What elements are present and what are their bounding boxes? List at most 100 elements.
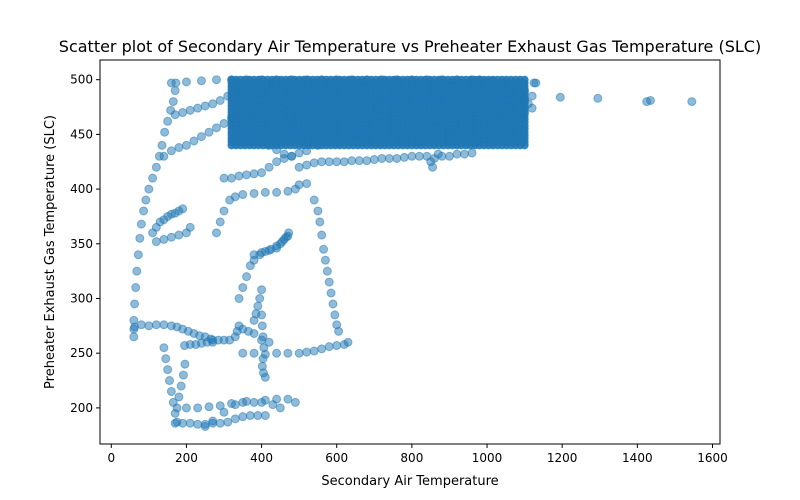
data-point (223, 91, 233, 101)
data-point (193, 103, 203, 113)
chart-title: Scatter plot of Secondary Air Temperatur… (59, 37, 761, 56)
y-tick-label: 250 (70, 346, 93, 360)
data-point (161, 354, 171, 364)
data-point (257, 397, 267, 407)
data-point (258, 354, 268, 364)
data-point (317, 230, 327, 240)
data-point (388, 133, 398, 143)
data-point (497, 78, 507, 88)
data-point (452, 75, 462, 85)
data-point (313, 140, 323, 150)
data-point (189, 136, 199, 146)
data-point (180, 359, 190, 369)
data-point (227, 113, 237, 123)
data-point (139, 206, 149, 216)
data-point (488, 76, 498, 86)
data-point (172, 403, 182, 413)
data-point (324, 157, 334, 167)
data-point (234, 171, 244, 181)
data-point (178, 418, 188, 428)
data-point (193, 419, 203, 429)
data-point (324, 342, 334, 352)
data-point (475, 75, 485, 85)
data-point (211, 228, 221, 238)
data-point (178, 108, 188, 118)
data-point (264, 140, 274, 150)
data-point (230, 192, 240, 202)
data-point (257, 285, 267, 295)
data-point (257, 168, 267, 178)
data-point (520, 97, 530, 107)
data-point (317, 344, 327, 354)
data-point (200, 422, 210, 431)
data-point (467, 148, 477, 158)
data-point (249, 169, 259, 179)
data-point (330, 310, 340, 320)
data-point (294, 180, 304, 190)
data-point (260, 372, 270, 382)
data-point (377, 153, 387, 163)
data-point (343, 337, 353, 347)
data-point (227, 75, 237, 85)
data-point (130, 299, 140, 309)
data-point (238, 83, 248, 93)
data-point (272, 187, 282, 197)
data-point (497, 121, 507, 131)
data-point (272, 145, 282, 155)
data-point (133, 250, 143, 260)
data-point (426, 123, 436, 133)
data-point (555, 92, 565, 102)
points-layer (129, 75, 697, 431)
data-point (215, 401, 225, 411)
data-point (151, 237, 161, 247)
data-point (290, 397, 300, 407)
data-point (230, 88, 240, 98)
data-point (129, 332, 139, 342)
data-point (253, 411, 263, 421)
data-point (165, 376, 175, 386)
data-point (159, 343, 169, 353)
data-point (174, 143, 184, 153)
data-point (283, 394, 293, 404)
y-tick-label: 500 (70, 73, 93, 87)
dense-point (520, 75, 529, 84)
data-point (170, 110, 180, 120)
data-point (185, 222, 195, 232)
data-point (242, 272, 252, 282)
data-point (219, 173, 229, 183)
data-point (141, 195, 151, 205)
data-point (294, 162, 304, 172)
data-point (351, 114, 361, 124)
x-axis-label: Secondary Air Temperature (321, 474, 498, 489)
y-axis: 200 250 300 350 400 450 500 (70, 73, 100, 415)
data-point (181, 403, 191, 413)
data-point (242, 170, 252, 180)
data-point (257, 75, 267, 85)
data-point (215, 95, 225, 105)
data-point (204, 127, 214, 137)
data-point (219, 118, 229, 128)
data-point (407, 151, 417, 161)
data-point (272, 348, 282, 358)
data-point (313, 110, 323, 120)
data-point (255, 294, 265, 303)
data-point (163, 365, 173, 375)
data-point (482, 128, 492, 138)
data-point (159, 151, 169, 161)
data-point (414, 151, 424, 161)
data-point (463, 129, 473, 139)
data-point (332, 138, 342, 148)
data-point (208, 416, 218, 426)
data-point (215, 418, 225, 428)
data-point (452, 149, 462, 159)
data-point (351, 136, 361, 146)
data-point (242, 396, 252, 406)
data-point (322, 266, 332, 276)
data-point (215, 217, 225, 227)
data-point (369, 155, 379, 165)
data-point (249, 250, 259, 260)
data-point (309, 195, 319, 205)
data-point (508, 116, 518, 126)
data-point (516, 105, 526, 115)
